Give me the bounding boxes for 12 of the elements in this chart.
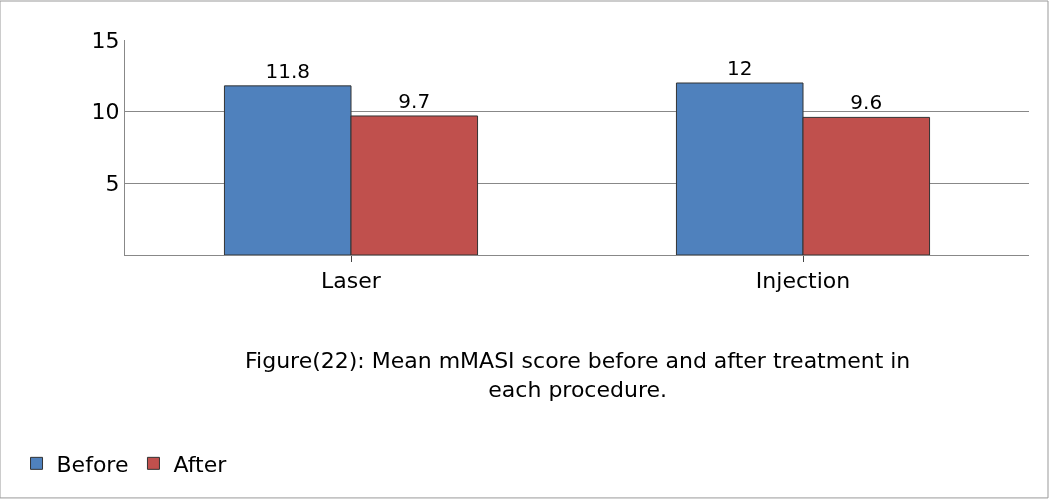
data-label: 9.7 <box>398 88 431 113</box>
y-tick-label: 10 <box>91 99 120 125</box>
text: Figure(22): Mean mMASI score before and after treatment in each procedure. <box>245 348 911 402</box>
legend-label: After <box>173 451 228 477</box>
x-tick-label: Injection <box>755 268 851 294</box>
legend-label: Before <box>56 451 129 477</box>
y-tick-label: 5 <box>105 171 120 197</box>
data-label: 11.8 <box>265 58 310 83</box>
y-tick-label: 15 <box>91 27 120 53</box>
x-tick-label: Laser <box>321 268 382 294</box>
data-label: 12 <box>726 56 753 80</box>
data-label: 9.6 <box>850 90 883 115</box>
